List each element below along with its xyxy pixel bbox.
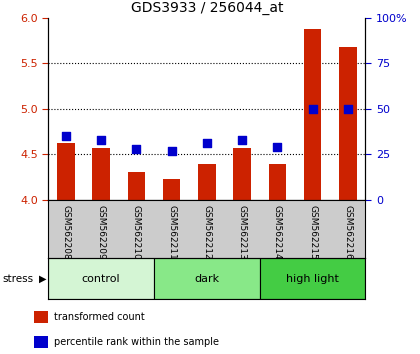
Text: GSM562210: GSM562210: [132, 205, 141, 259]
Bar: [339, 47, 357, 200]
Text: high light: high light: [286, 274, 339, 284]
Point: [98, 137, 105, 143]
Bar: [260, 258, 365, 299]
Text: ▶: ▶: [39, 274, 46, 284]
Bar: [57, 143, 75, 200]
Point: [239, 137, 245, 143]
Bar: [128, 172, 145, 200]
Point: [168, 148, 175, 154]
Point: [274, 144, 281, 150]
Text: GSM562208: GSM562208: [61, 205, 71, 259]
Point: [133, 146, 140, 152]
Point: [344, 106, 351, 112]
Text: GSM562214: GSM562214: [273, 205, 282, 259]
Text: GSM562215: GSM562215: [308, 205, 317, 259]
Point: [203, 141, 210, 146]
Text: GSM562209: GSM562209: [97, 205, 106, 259]
Text: GSM562211: GSM562211: [167, 205, 176, 259]
Bar: [233, 148, 251, 200]
Bar: [163, 179, 181, 200]
Text: GSM562216: GSM562216: [343, 205, 352, 259]
Text: stress: stress: [2, 274, 33, 284]
Text: GSM562213: GSM562213: [238, 205, 247, 259]
Point: [309, 106, 316, 112]
Bar: [34, 336, 47, 348]
Bar: [92, 148, 110, 200]
Text: control: control: [82, 274, 121, 284]
Bar: [304, 29, 321, 200]
Text: GSM562212: GSM562212: [202, 205, 211, 259]
Text: percentile rank within the sample: percentile rank within the sample: [54, 337, 219, 347]
Title: GDS3933 / 256044_at: GDS3933 / 256044_at: [131, 1, 283, 15]
Point: [63, 133, 69, 139]
Bar: [48, 258, 154, 299]
Text: transformed count: transformed count: [54, 312, 145, 322]
Bar: [154, 258, 260, 299]
Text: dark: dark: [194, 274, 219, 284]
Bar: [34, 311, 47, 323]
Bar: [198, 165, 215, 200]
Bar: [268, 164, 286, 200]
